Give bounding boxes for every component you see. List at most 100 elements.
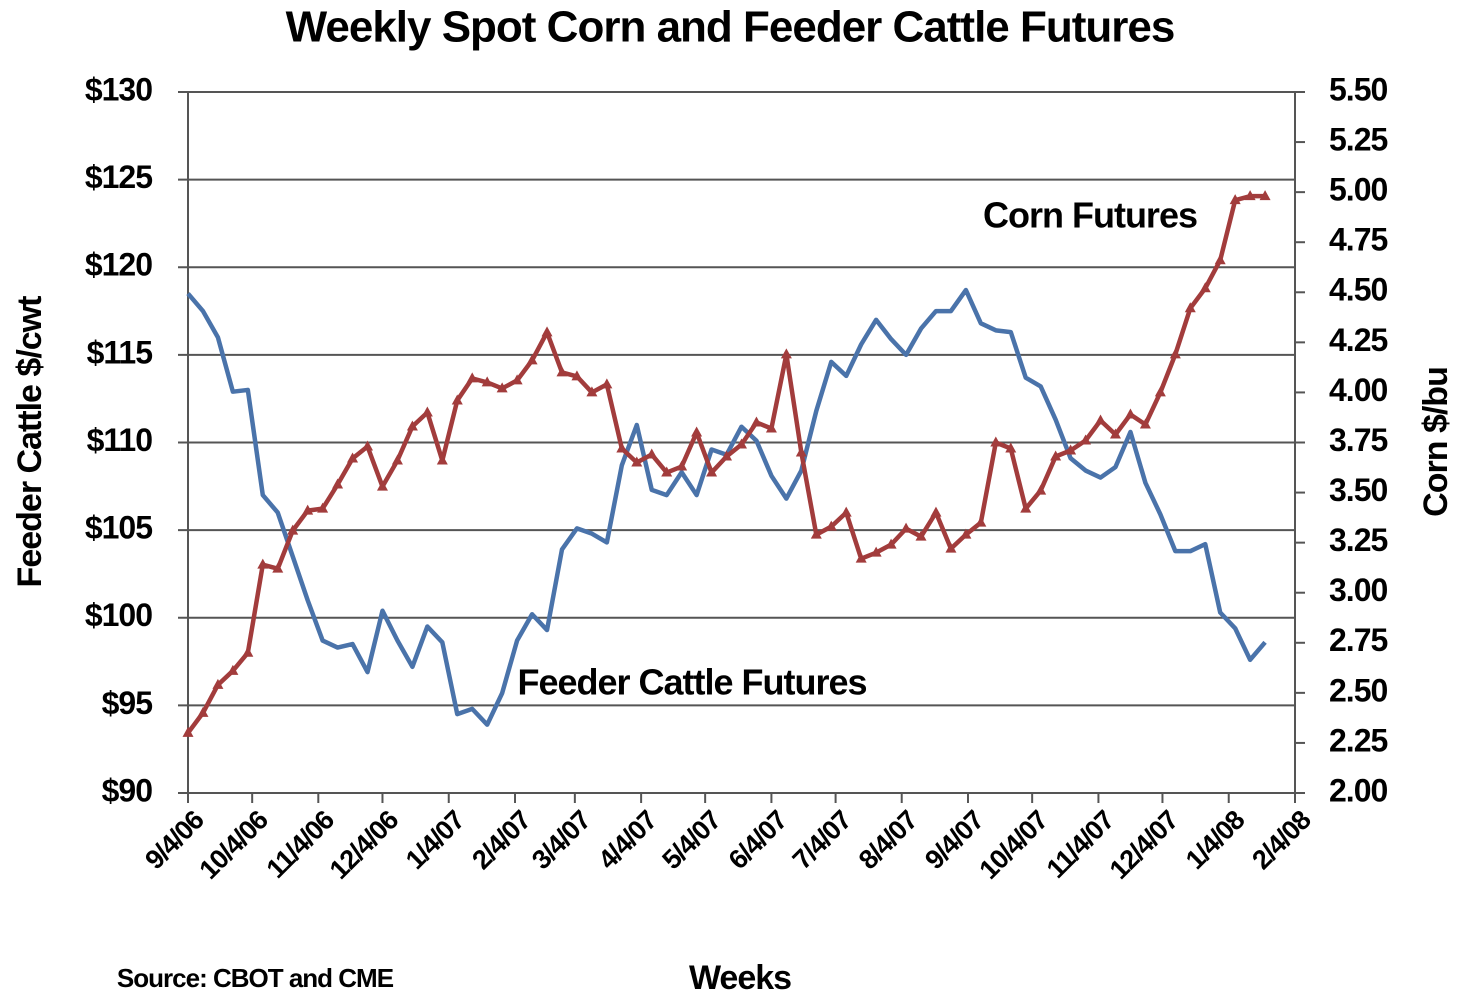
point-marker [182,726,194,737]
series-annotation: Corn Futures [983,195,1197,236]
x-tick-label: 7/4/07 [787,805,857,875]
point-marker [1080,434,1092,445]
series-line [186,193,1266,735]
point-marker [646,448,658,459]
point-marker [691,426,703,437]
point-marker [406,420,418,431]
x-tick-label: 4/4/07 [592,805,662,875]
point-marker [272,562,284,573]
y2-tick-label: 3.25 [1329,522,1387,558]
point-marker [1124,408,1136,419]
source-note: Source: CBOT and CME [117,963,394,993]
point-marker [915,530,927,541]
point-marker [1109,428,1121,439]
point-marker [212,678,224,689]
point-marker [317,502,329,513]
point-marker [1214,254,1226,265]
point-marker [347,452,359,463]
y2-tick-label: 4.00 [1329,372,1387,408]
point-marker [287,524,299,535]
point-marker [1229,194,1241,205]
point-marker [855,552,867,563]
y-tick-label: $130 [85,71,152,107]
x-tick-label: 2/4/07 [466,805,536,875]
point-marker [1169,348,1181,359]
point-marker [242,646,254,657]
y-axis-label: Feeder Cattle $/cwt [11,296,49,588]
point-marker [421,406,433,417]
point-marker [1065,444,1077,455]
point-marker [661,466,673,477]
point-marker [391,454,403,465]
point-marker [586,386,598,397]
point-marker [945,542,957,553]
point-marker [810,528,822,539]
point-marker [197,706,209,717]
y2-tick-label: 3.00 [1329,572,1387,608]
point-marker [362,440,374,451]
point-marker [302,504,314,515]
y2-tick-label: 5.00 [1329,172,1387,208]
point-marker [556,366,568,377]
point-marker [736,438,747,449]
point-marker [706,466,718,477]
y2-tick-label: 5.50 [1329,71,1387,107]
point-marker [780,348,792,359]
point-marker [451,394,463,405]
x-tick-label: 12/4/07 [1104,805,1184,885]
y-tick-label: $90 [102,772,153,808]
x-tick-label: 3/4/07 [526,805,596,875]
y2-tick-label: 2.50 [1329,672,1387,708]
point-marker [601,378,613,389]
point-marker [676,460,688,471]
point-marker [526,354,538,365]
point-marker [870,546,882,557]
point-marker [825,520,837,531]
point-marker [541,326,553,337]
point-marker [257,558,269,569]
point-marker [930,506,942,517]
point-marker [376,480,388,491]
point-marker [1199,282,1211,293]
x-tick-label: 6/4/07 [723,805,793,875]
x-tick-label: 5/4/07 [656,805,726,875]
y-tick-label: $115 [87,334,153,370]
point-marker [900,522,912,533]
point-marker [840,506,852,517]
x-tick-label: 10/4/06 [193,804,274,885]
y2-tick-label: 3.75 [1329,422,1387,458]
y2-tick-label: 2.75 [1329,622,1387,658]
y-tick-label: $110 [87,422,153,458]
x-tick-label: 11/4/07 [1041,805,1120,884]
x-tick-label: 8/4/07 [853,805,923,875]
chart-title: Weekly Spot Corn and Feeder Cattle Futur… [286,3,1175,52]
x-axis-label: Weeks [689,959,791,997]
point-marker [466,372,478,383]
point-marker [1050,450,1062,461]
point-marker [496,382,508,393]
point-marker [631,456,643,467]
point-marker [990,436,1002,447]
point-marker [1184,302,1196,313]
y-tick-label: $105 [85,510,152,546]
point-marker [1259,190,1271,201]
point-marker [1005,442,1017,453]
x-tick-label: 11/4/06 [261,804,341,884]
y2-tick-label: 4.50 [1329,272,1387,308]
point-marker [750,416,762,427]
y2-tick-label: 5.25 [1329,122,1387,158]
x-tick-label: 1/4/08 [1180,804,1251,875]
y-tick-label: $125 [85,159,152,195]
y2-tick-label: 2.25 [1329,722,1387,758]
point-marker [1154,386,1166,397]
x-tick-label: 12/4/06 [324,804,405,885]
point-marker [1244,190,1256,201]
point-marker [511,374,523,385]
point-marker [616,442,628,453]
series-annotation: Feeder Cattle Futures [517,662,866,703]
point-marker [332,478,344,489]
point-marker [795,446,807,457]
y2-tick-label: 4.75 [1329,222,1387,258]
y-tick-label: $120 [85,247,152,283]
point-marker [436,454,448,465]
